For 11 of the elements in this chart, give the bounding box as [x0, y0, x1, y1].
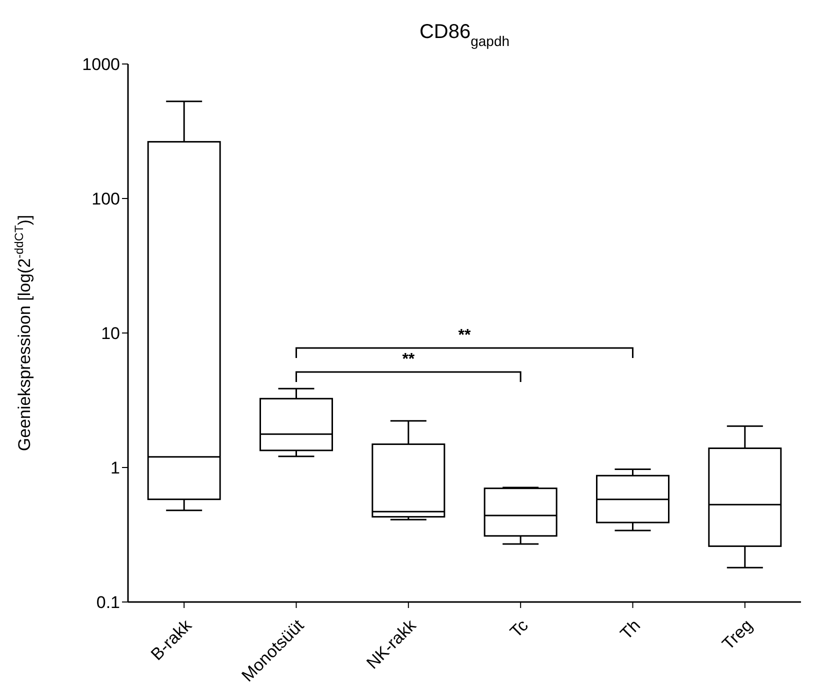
chart-title: CD86$_{gapdh}$ — [419, 21, 510, 49]
y-tick-label: 1 — [110, 458, 120, 478]
x-tick-label: Treg — [718, 616, 756, 654]
annotation: ** — [458, 327, 472, 344]
x-tick-label: Th — [616, 616, 644, 644]
y-tick-label: 0.1 — [96, 593, 120, 612]
x-tick-label: Tc — [506, 616, 532, 642]
y-tick-label: 100 — [92, 190, 120, 209]
y-tick-label: 10 — [101, 324, 120, 344]
annotation: ** — [402, 351, 416, 368]
y-tick-label: 1000 — [82, 55, 120, 74]
